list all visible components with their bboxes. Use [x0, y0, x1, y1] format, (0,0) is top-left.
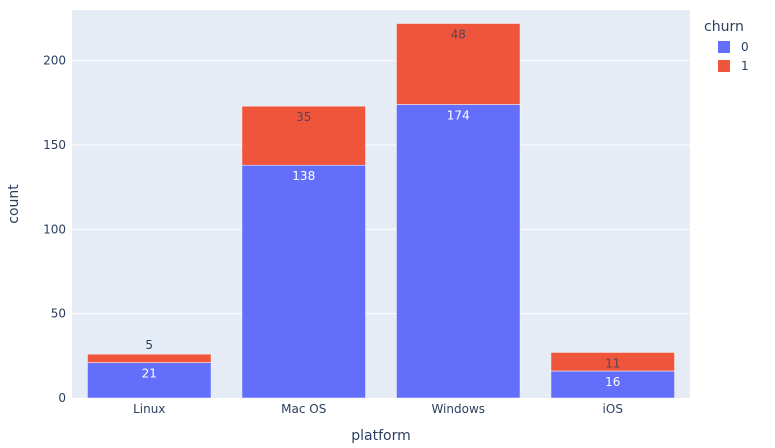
data-label: 174: [447, 108, 470, 122]
x-axis-title: platform: [351, 428, 411, 444]
bar-ios-churn-0: [550, 370, 675, 399]
x-axis-ticks: Linux Mac OS Windows iOS: [133, 402, 623, 416]
y-tick-label: 150: [43, 138, 66, 152]
data-labels: 21 5 138 35 174 48 16 11: [142, 27, 621, 389]
y-tick-label: 100: [43, 222, 66, 236]
legend-swatch-1[interactable]: [718, 60, 730, 72]
bars: [87, 23, 675, 399]
bar-linux-churn-1: [87, 353, 212, 363]
legend-title: churn: [704, 19, 744, 35]
bar-linux-churn-0: [87, 362, 212, 399]
legend-label-1[interactable]: 1: [741, 59, 749, 73]
data-label: 35: [296, 110, 311, 124]
legend-label-0[interactable]: 0: [741, 40, 749, 54]
bar-mac-os-churn-0: [241, 164, 366, 399]
bar-windows-churn-1: [396, 23, 521, 105]
bar-ios-churn-1: [550, 352, 675, 372]
x-tick-label: Windows: [431, 402, 485, 416]
y-tick-label: 200: [43, 54, 66, 68]
y-axis-ticks: 0 50 100 150 200: [43, 54, 66, 405]
y-axis-title: count: [6, 184, 22, 224]
bar-windows-churn-0: [396, 104, 521, 399]
plot-background: [72, 10, 690, 398]
bar-mac-os-churn-1: [241, 105, 366, 166]
data-label: 21: [142, 367, 157, 381]
x-tick-label: Mac OS: [281, 402, 326, 416]
data-label: 5: [145, 338, 153, 352]
data-label: 11: [605, 356, 620, 370]
data-label: 16: [605, 375, 620, 389]
x-tick-label: iOS: [603, 402, 623, 416]
gridlines: [72, 60, 690, 315]
y-tick-label: 50: [51, 307, 66, 321]
legend: churn 0 1: [704, 19, 749, 73]
y-tick-label: 0: [58, 391, 66, 405]
data-label: 48: [451, 27, 466, 41]
data-label: 138: [292, 169, 315, 183]
legend-swatch-0[interactable]: [718, 41, 730, 53]
x-tick-label: Linux: [133, 402, 165, 416]
